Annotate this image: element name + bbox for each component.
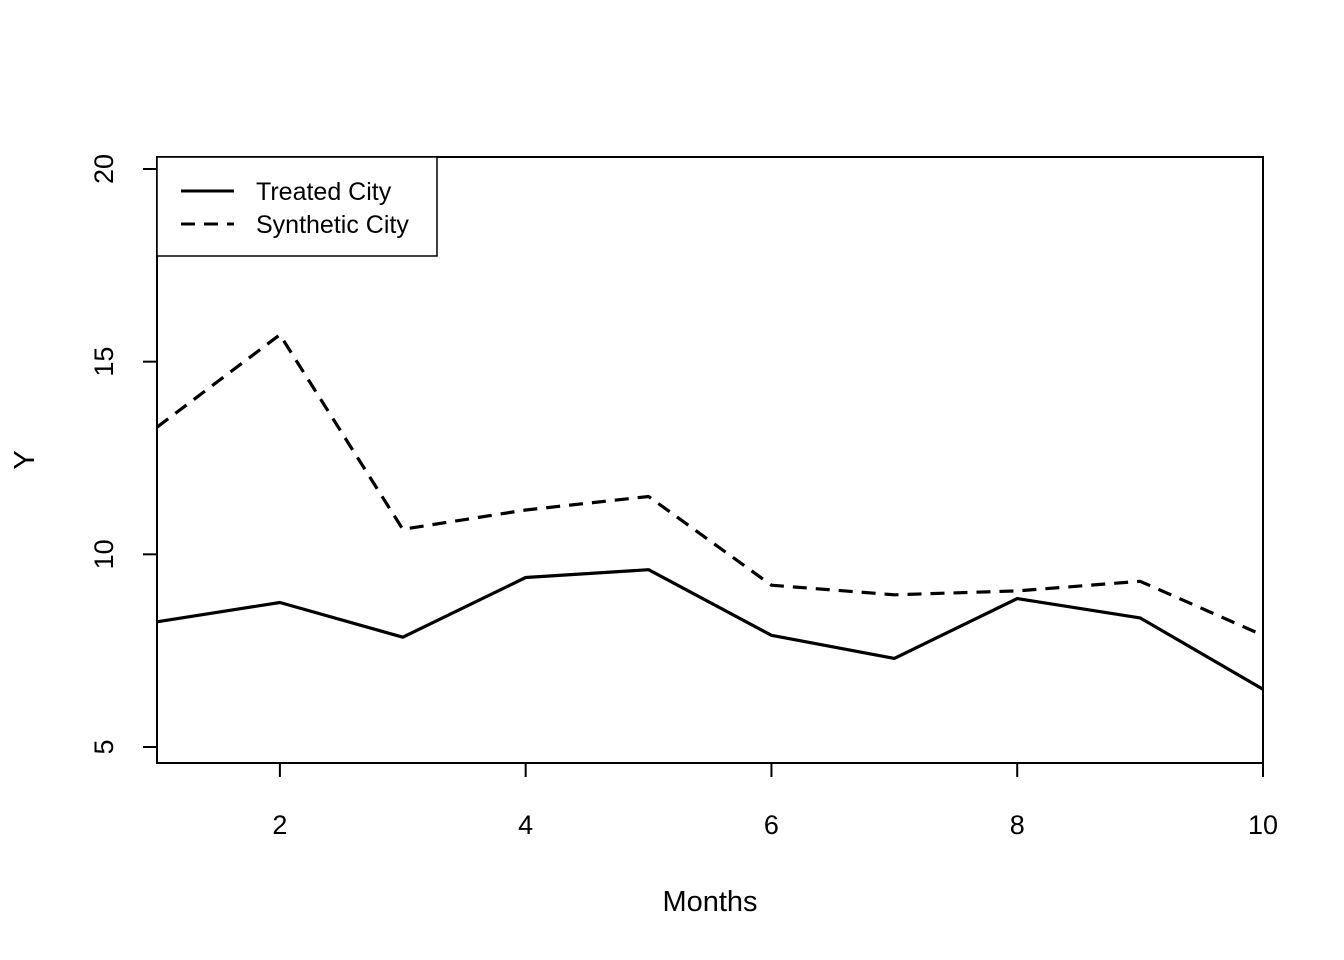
y-tick-label-10: 10 [89, 539, 119, 569]
x-tick-label-10: 10 [1248, 810, 1278, 840]
series-line-treated-city [156, 568, 1264, 691]
legend-box [156, 156, 438, 257]
y-axis-title: Y [9, 450, 41, 469]
x-axis-title: Months [662, 886, 757, 918]
x-tick-label-2: 2 [272, 810, 287, 840]
y-tick-label-15: 15 [89, 347, 119, 377]
legend: Treated City Synthetic City [156, 156, 438, 257]
series-layer [156, 333, 1264, 691]
series-line-synthetic-city [156, 333, 1264, 637]
y-axis: 5 10 15 20 [89, 154, 157, 755]
x-tick-label-6: 6 [764, 810, 779, 840]
y-tick-label-5: 5 [89, 739, 119, 754]
x-tick-label-4: 4 [518, 810, 533, 840]
y-tick-label-20: 20 [89, 154, 119, 184]
legend-label-synthetic-city: Synthetic City [256, 211, 409, 239]
x-axis: 2 4 6 8 10 [272, 763, 1278, 840]
plot-frame [156, 156, 1264, 764]
legend-label-treated-city: Treated City [256, 178, 392, 206]
x-tick-label-8: 8 [1010, 810, 1025, 840]
